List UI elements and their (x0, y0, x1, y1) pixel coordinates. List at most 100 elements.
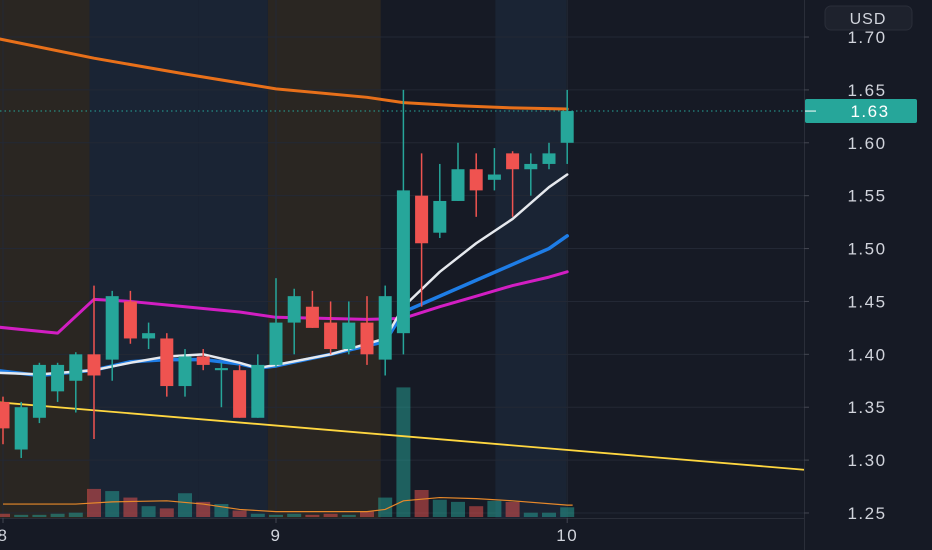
volume-ma-line (3, 496, 573, 513)
currency-badge[interactable]: USD (824, 5, 913, 31)
candle-21 (378, 285, 392, 376)
trendline[interactable] (0, 401, 805, 471)
volume-bar-27 (487, 500, 502, 517)
price-tick-label-9: 1.25 (847, 504, 886, 523)
candle-26 (469, 153, 483, 217)
candle-11 (196, 349, 210, 371)
candle-16 (287, 288, 301, 355)
session-band-0 (0, 0, 90, 518)
volume-bar-13 (232, 510, 247, 517)
volume-bar-24 (432, 499, 447, 517)
candle-body (69, 354, 83, 381)
session-band-4 (495, 0, 567, 518)
price-axis-ticks: 1.70 1.65 1.60 1.55 1.50 1.45 1.40 1.35 1.30 1.25 (804, 28, 886, 523)
volume-bar-2 (32, 514, 47, 517)
volume-bar-25 (451, 501, 465, 517)
volume-bar-10 (178, 493, 192, 517)
last-price-badge: 1.63 (805, 99, 917, 124)
candle-body (51, 364, 65, 392)
session-band-3 (267, 0, 381, 518)
time-tick-label-2: 10 (556, 526, 578, 545)
volume-bar-4 (68, 512, 83, 517)
price-axis-background (804, 0, 932, 550)
time-tick-label-0: 8 (0, 526, 8, 545)
volume-bar-28 (505, 501, 520, 517)
price-tick-label-3: 1.55 (847, 187, 886, 206)
candle-28 (506, 151, 520, 217)
price-tick-label-0: 1.70 (847, 28, 886, 47)
volume-bar-18 (323, 513, 338, 517)
volume-bar-19 (341, 514, 356, 517)
price-tick-label-8: 1.30 (847, 451, 886, 470)
candle-body (14, 407, 28, 450)
candle-20 (360, 296, 374, 365)
candle-body (542, 153, 556, 164)
candle-14 (251, 354, 265, 418)
currency-badge-box (824, 5, 913, 31)
candle-17 (305, 290, 319, 328)
volume-bar-31 (560, 507, 575, 517)
candle-8 (142, 322, 156, 350)
volume-bar-26 (469, 506, 484, 517)
last-price-label: 1.63 (850, 102, 889, 121)
price-tick-label-1: 1.65 (847, 81, 886, 100)
candle-body (87, 354, 101, 376)
candle-6 (105, 290, 119, 381)
candle-body (178, 356, 192, 387)
volume-bar-20 (360, 511, 374, 517)
candle-body (324, 322, 338, 350)
candle-body (0, 401, 10, 429)
volume-bar-29 (523, 512, 538, 517)
candle-body (305, 306, 319, 328)
volume-bar-11 (196, 501, 211, 517)
candle-body (360, 322, 374, 355)
volume-bar-6 (105, 491, 120, 517)
price-tick-label-2: 1.60 (847, 134, 886, 153)
time-axis-ticks: 8 9 10 (0, 518, 578, 545)
candle-31 (560, 89, 574, 164)
candle-29 (524, 153, 538, 196)
candle-body (233, 370, 247, 418)
volume-bar-3 (50, 513, 65, 517)
candle-22 (396, 89, 410, 355)
candle-body (342, 322, 356, 350)
candle-0 (0, 396, 10, 445)
currency-label: USD (850, 11, 887, 28)
candle-24 (433, 163, 447, 238)
volume-moving-average (3, 496, 573, 513)
volume-bar-9 (159, 508, 174, 517)
volume-bar-30 (542, 512, 556, 517)
candle-body (396, 190, 410, 334)
candle-body (433, 200, 447, 233)
candle-4 (69, 352, 83, 413)
time-tick-label-1: 9 (271, 526, 282, 545)
candle-body (487, 174, 501, 180)
candle-12 (214, 362, 228, 408)
candle-body (415, 195, 429, 244)
candle-19 (342, 301, 356, 355)
volume-bar-14 (250, 513, 265, 517)
volume-bar-15 (269, 514, 283, 517)
candle-10 (178, 349, 192, 397)
candle-7 (123, 290, 137, 344)
price-axis[interactable]: 1.70 1.65 1.60 1.55 1.50 1.45 1.40 1.35 1.30 1.25… (804, 0, 932, 550)
candle-2 (32, 362, 46, 424)
candle-body (269, 322, 283, 365)
ma-line-orange (0, 37, 569, 111)
candles (0, 89, 574, 458)
candle-23 (415, 153, 429, 307)
candle-body (142, 333, 156, 339)
last-price-box (805, 99, 917, 124)
candle-25 (451, 142, 465, 201)
candle-body (196, 356, 210, 365)
price-tick-label-5: 1.45 (847, 292, 886, 311)
candle-30 (542, 142, 556, 170)
time-axis[interactable]: 8 9 10 (0, 518, 804, 545)
candle-body (160, 338, 174, 387)
candle-body (524, 163, 538, 170)
candle-5 (87, 285, 101, 439)
trendline-segment (0, 401, 805, 471)
candle-3 (51, 362, 65, 402)
volume-bar-0 (0, 513, 10, 517)
